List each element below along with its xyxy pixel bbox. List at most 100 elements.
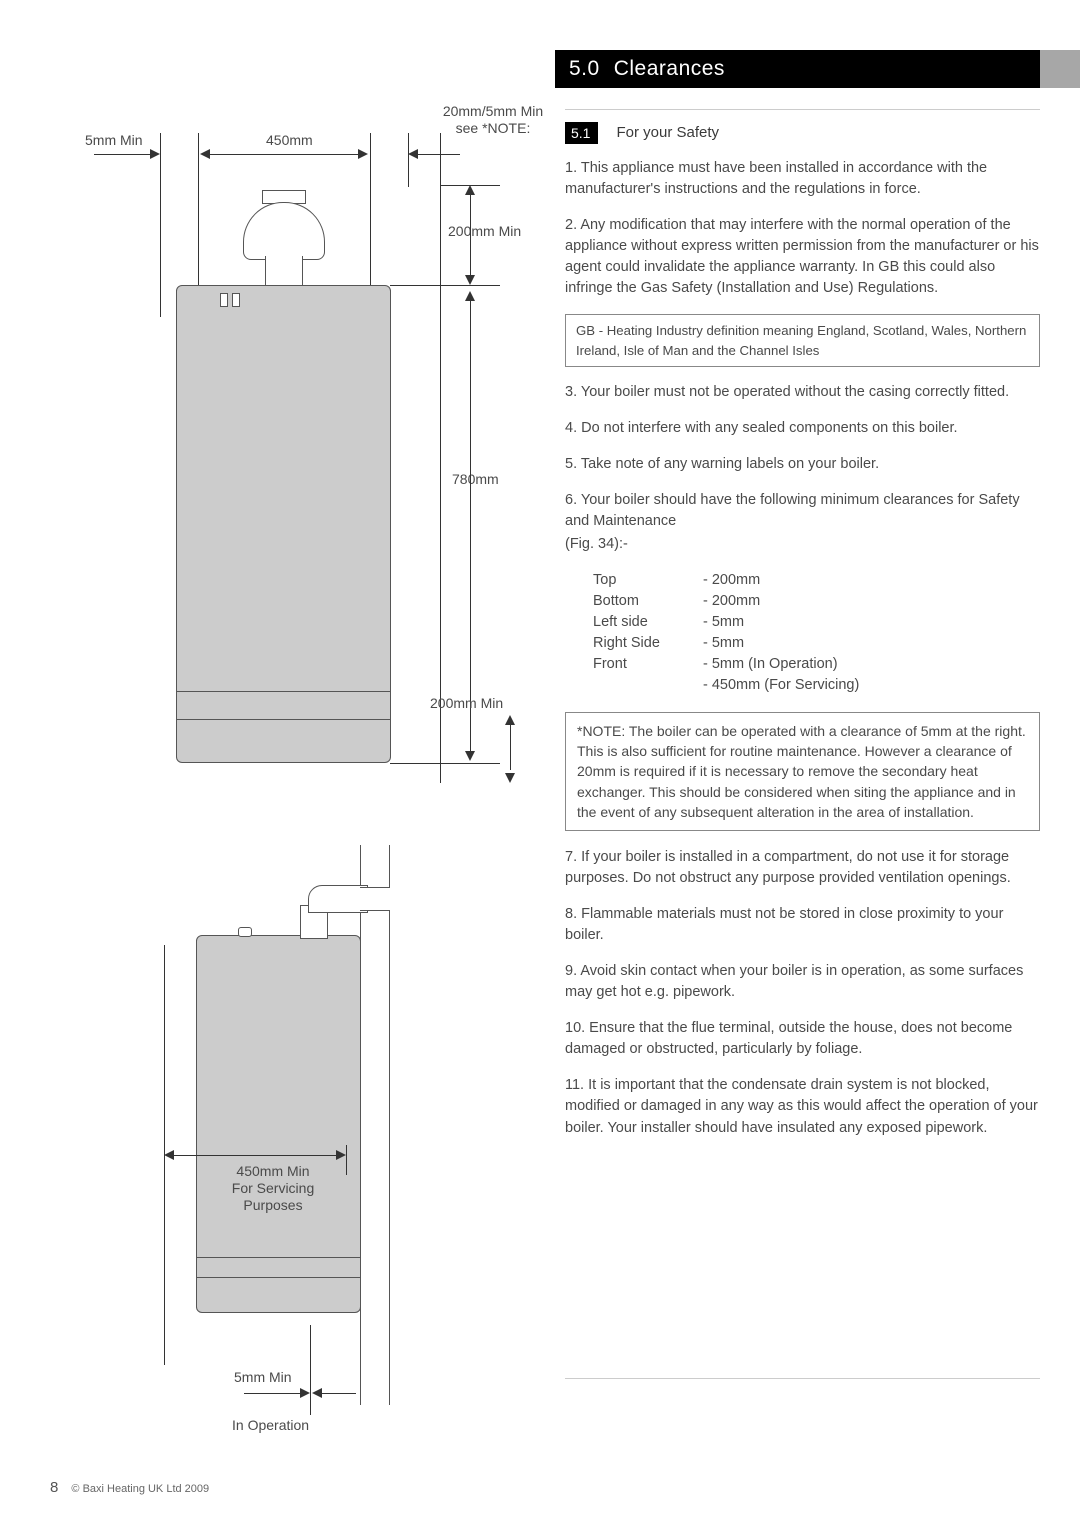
dim-line (170, 1155, 340, 1156)
arrow-up-icon (465, 291, 475, 301)
para-9: 9. Avoid skin contact when your boiler i… (565, 961, 1040, 1003)
table-row: Top- 200mm (593, 570, 1040, 591)
arrow-down-icon (465, 275, 475, 285)
guide-line (408, 133, 409, 187)
label-top-clearance: 200mm Min (448, 223, 521, 240)
panel-line (197, 1257, 360, 1258)
guide-line (440, 133, 441, 783)
flue-cap (243, 202, 325, 260)
vent-slots (220, 293, 240, 307)
section-header: 5.0 Clearances (555, 50, 1040, 88)
para-4: 4. Do not interfere with any sealed comp… (565, 418, 1040, 439)
dim-line (510, 720, 511, 770)
note-box: *NOTE: The boiler can be operated with a… (565, 712, 1040, 831)
dim-line (470, 295, 471, 755)
dim-line (206, 154, 363, 155)
para-6a: 6. Your boiler should have the following… (565, 490, 1040, 532)
front-view-diagram: 5mm Min 450mm 20mm/5mm Min see *NOTE: 20… (90, 115, 545, 805)
clearance-key: Left side (593, 612, 703, 633)
page-footer: 8 © Baxi Heating UK Ltd 2009 (50, 1477, 209, 1499)
guide-line (440, 185, 500, 186)
side-view-diagram: 450mm Min For Servicing Purposes 5mm Min… (140, 845, 540, 1465)
arrow-up-icon (465, 185, 475, 195)
flue-bend (308, 885, 368, 913)
subsection-title: For your Safety (616, 122, 719, 144)
guide-line (390, 763, 500, 764)
clearance-key: Top (593, 570, 703, 591)
gb-bold: GB (576, 323, 595, 338)
arrow-right-icon (150, 149, 160, 159)
divider (565, 109, 1040, 110)
clearance-val: - 200mm (703, 570, 760, 591)
guide-line (310, 1325, 311, 1415)
para-3: 3. Your boiler must not be operated with… (565, 382, 1040, 403)
section-title: Clearances (614, 54, 725, 84)
flue-through-wall (360, 887, 390, 911)
page: 5.0 Clearances 5mm Min 450mm (0, 0, 1080, 1527)
subsection-number: 5.1 (565, 122, 598, 144)
arrow-left-icon (312, 1388, 322, 1398)
para-6b: (Fig. 34):- (565, 534, 1040, 555)
section-number: 5.0 (569, 54, 600, 84)
clearance-key (593, 675, 703, 696)
arrow-right-icon (358, 149, 368, 159)
para-2: 2. Any modification that may interfere w… (565, 215, 1040, 299)
guide-line (390, 285, 500, 286)
clearance-key: Right Side (593, 633, 703, 654)
guide-line (160, 133, 161, 317)
label-servicing: 450mm Min For Servicing Purposes (213, 1163, 333, 1213)
divider (565, 1378, 1040, 1379)
dim-line (244, 1393, 304, 1394)
para-10: 10. Ensure that the flue terminal, outsi… (565, 1018, 1040, 1060)
label-line: For Servicing (232, 1180, 314, 1196)
clearance-val: - 5mm (In Operation) (703, 654, 838, 675)
label-line: Purposes (243, 1197, 302, 1213)
label-top-note: 20mm/5mm Min see *NOTE: (438, 103, 548, 137)
label-line: see *NOTE: (456, 120, 531, 136)
para-11: 11. It is important that the condensate … (565, 1075, 1040, 1138)
clearance-val: - 200mm (703, 591, 760, 612)
para-7: 7. If your boiler is installed in a comp… (565, 847, 1040, 889)
clearance-diagrams: 5mm Min 450mm 20mm/5mm Min see *NOTE: 20… (90, 115, 545, 1465)
boiler-front (176, 285, 391, 763)
label-height: 780mm (452, 471, 499, 488)
table-row: Right Side- 5mm (593, 633, 1040, 654)
para-1: 1. This appliance must have been install… (565, 158, 1040, 200)
clearance-val: - 5mm (703, 633, 744, 654)
label-left-clearance: 5mm Min (85, 132, 143, 149)
label-line: 20mm/5mm Min (443, 103, 543, 119)
copyright: © Baxi Heating UK Ltd 2009 (71, 1483, 209, 1495)
table-row: - 450mm (For Servicing) (593, 675, 1040, 696)
clearance-val: - 450mm (For Servicing) (703, 675, 859, 696)
table-row: Left side- 5mm (593, 612, 1040, 633)
guide-line (346, 1145, 347, 1175)
arrow-up-icon (505, 715, 515, 725)
header-grey-stub (1040, 50, 1080, 88)
gb-definition-box: GB - Heating Industry definition meaning… (565, 314, 1040, 366)
page-number: 8 (50, 1479, 58, 1496)
gb-text: - Heating Industry definition meaning En… (576, 323, 1026, 357)
note-text: The boiler can be operated with a cleara… (577, 723, 1026, 820)
table-row: Front- 5mm (In Operation) (593, 654, 1040, 675)
clearance-key: Bottom (593, 591, 703, 612)
clearance-key: Front (593, 654, 703, 675)
label-operation-clearance: 5mm Min (234, 1369, 292, 1386)
panel-line (177, 719, 390, 720)
arrow-right-icon (336, 1150, 346, 1160)
note-bold: *NOTE: (577, 723, 625, 739)
arrow-down-icon (505, 773, 515, 783)
boiler-side (196, 935, 361, 1313)
arrow-down-icon (465, 751, 475, 761)
slot (232, 293, 240, 307)
text-column: 5.1 For your Safety 1. This appliance mu… (565, 122, 1040, 1154)
wall (360, 845, 390, 1405)
clearance-val: - 5mm (703, 612, 744, 633)
table-row: Bottom- 200mm (593, 591, 1040, 612)
panel-line (177, 691, 390, 692)
clearance-table: Top- 200mm Bottom- 200mm Left side- 5mm … (593, 570, 1040, 696)
arrow-left-icon (200, 149, 210, 159)
para-8: 8. Flammable materials must not be store… (565, 904, 1040, 946)
dim-line (470, 190, 471, 280)
dim-line (316, 1393, 356, 1394)
label-in-operation: In Operation (232, 1417, 309, 1434)
